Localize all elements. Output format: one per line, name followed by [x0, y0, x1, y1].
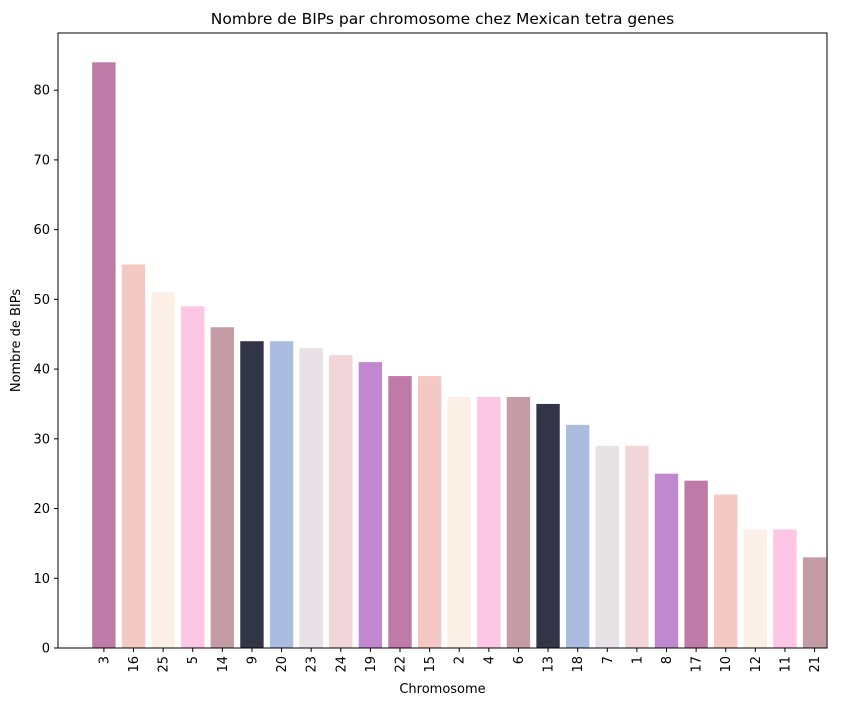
- x-tick-label: 2: [453, 656, 468, 664]
- x-tick-label: 22: [394, 656, 409, 673]
- bar-chromosome-1: [625, 445, 649, 648]
- bar-chromosome-8: [654, 473, 679, 648]
- x-tick-label: 25: [157, 656, 172, 673]
- bar-chromosome-2: [447, 396, 471, 648]
- y-tick-label: 10: [33, 572, 50, 587]
- bar-chromosome-24: [329, 355, 353, 648]
- bar-chromosome-14: [210, 327, 235, 648]
- x-axis: 3 16 25 5 14 9 20 23 24 19 22 15 2 4 6 13 18 7 1 8 17 10 12 11 2…: [97, 648, 823, 673]
- x-tick-label: 15: [423, 656, 438, 673]
- x-tick-label: 12: [749, 656, 764, 673]
- x-tick-label: 4: [482, 656, 497, 664]
- bar-chromosome-5: [181, 306, 205, 648]
- x-tick-label: 10: [719, 656, 734, 673]
- y-axis-label: Nombre de BIPs: [9, 289, 24, 393]
- bar-chromosome-16: [121, 264, 146, 648]
- bar-chromosome-6: [506, 396, 531, 648]
- y-tick-label: 50: [33, 293, 50, 308]
- y-tick-label: 40: [33, 363, 50, 378]
- x-tick-label: 16: [127, 656, 142, 673]
- bar-chromosome-4: [477, 396, 501, 648]
- bar-chromosome-20: [269, 341, 294, 648]
- x-tick-label: 17: [690, 656, 705, 673]
- bar-chromosome-13: [536, 403, 560, 648]
- bars-group: [92, 62, 827, 649]
- x-axis-label: Chromosome: [399, 682, 485, 697]
- bar-chromosome-7: [595, 445, 619, 648]
- bar-chromosome-23: [299, 348, 323, 648]
- x-tick-label: 20: [275, 656, 290, 673]
- plot-frame: [57, 32, 828, 649]
- bar-chromosome-3: [92, 62, 116, 649]
- y-tick-label: 30: [33, 432, 50, 447]
- x-tick-label: 8: [660, 656, 675, 664]
- y-tick-label: 0: [42, 642, 50, 657]
- x-tick-label: 13: [542, 656, 557, 673]
- x-tick-label: 6: [512, 656, 527, 664]
- bar-chromosome-10: [714, 494, 738, 648]
- bar-chromosome-25: [151, 292, 175, 648]
- y-tick-label: 70: [33, 153, 50, 168]
- x-tick-label: 1: [630, 656, 645, 664]
- y-tick-label: 80: [33, 84, 50, 99]
- y-tick-label: 20: [33, 502, 50, 517]
- x-tick-label: 24: [334, 656, 349, 673]
- bar-chromosome-19: [358, 362, 383, 648]
- x-tick-label: 7: [601, 656, 616, 664]
- x-tick-label: 23: [305, 656, 320, 673]
- chart-title: Nombre de BIPs par chromosome chez Mexic…: [211, 10, 674, 28]
- x-tick-label: 5: [186, 656, 201, 664]
- x-tick-label: 3: [97, 656, 112, 664]
- bar-chromosome-9: [240, 341, 264, 648]
- y-tick-label: 60: [33, 223, 50, 238]
- x-tick-label: 9: [245, 656, 260, 664]
- bar-chromosome-17: [684, 480, 708, 648]
- bar-chromosome-12: [743, 529, 768, 648]
- x-tick-label: 11: [778, 656, 793, 673]
- bar-chromosome-15: [417, 376, 442, 648]
- x-tick-label: 18: [571, 656, 586, 673]
- bar-chromosome-18: [565, 424, 590, 648]
- y-axis: 0 10 20 30 40 50 60 70 80: [33, 84, 58, 657]
- bar-chromosome-21: [802, 557, 827, 648]
- bar-chromosome-22: [388, 376, 412, 648]
- x-tick-label: 14: [216, 656, 231, 673]
- bar-chromosome-11: [773, 529, 797, 648]
- x-tick-label: 19: [364, 656, 379, 673]
- x-tick-label: 21: [808, 656, 823, 673]
